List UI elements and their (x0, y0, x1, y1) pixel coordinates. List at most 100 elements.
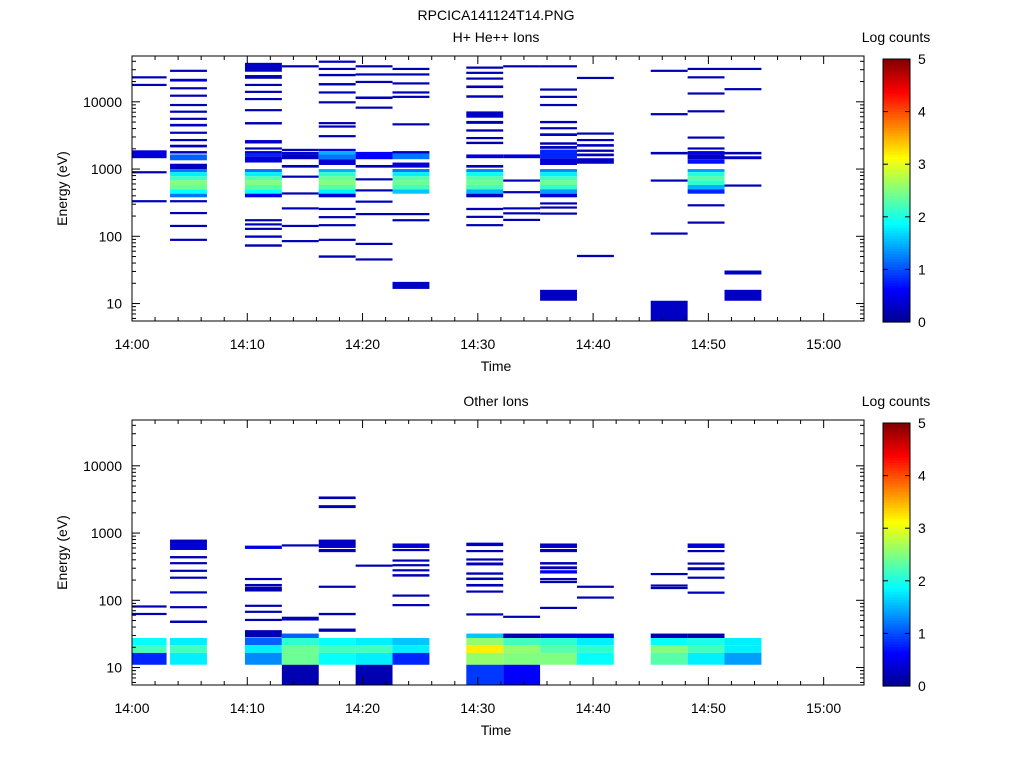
colorbar-segment (883, 496, 910, 500)
heatmap-cell (392, 153, 430, 160)
heatmap-cell (318, 154, 356, 160)
colorbar-segment (883, 148, 910, 152)
heatmap-cell (392, 180, 430, 185)
colorbar-segment (883, 98, 910, 102)
colorbar-segment (883, 601, 910, 606)
colorbar-segment (883, 201, 910, 205)
heatmap-cell (170, 169, 207, 173)
colorbar-segment (883, 451, 910, 456)
x-tick-label: 14:10 (230, 700, 265, 716)
colorbar-segment (883, 156, 910, 160)
colorbar-segment (883, 103, 910, 107)
colorbar-segment (883, 541, 910, 545)
heatmap-cell (170, 172, 207, 177)
colorbar-segment (883, 522, 910, 527)
colorbar-segment (883, 164, 910, 168)
y-axis-label: Energy (eV) (54, 151, 70, 226)
heatmap-cell (540, 88, 577, 91)
colorbar-segment (883, 59, 910, 63)
heatmap-cell (281, 207, 319, 210)
colorbar-segment (883, 499, 910, 503)
colorbar-tick-label: 1 (918, 261, 926, 277)
heatmap-cell (687, 147, 725, 150)
heatmap-cell (318, 184, 356, 190)
heatmap-cell (687, 176, 725, 181)
y-tick-label: 10000 (83, 94, 122, 110)
heatmap-cell (244, 147, 282, 150)
heatmap-cell (244, 223, 282, 226)
heatmap-cell (392, 73, 430, 76)
colorbar-segment (883, 253, 910, 257)
heatmap-cell (170, 144, 207, 148)
colorbar-segment (883, 483, 910, 487)
heatmap-cell (466, 215, 504, 218)
colorbar-segment (883, 261, 910, 265)
colorbar-segment (883, 132, 910, 136)
heatmap-cell (244, 172, 282, 177)
heatmap-cell (687, 633, 725, 638)
colorbar-segment (883, 179, 910, 184)
heatmap-cell (466, 120, 504, 124)
heatmap-cell (355, 242, 393, 246)
colorbar-segment (883, 457, 910, 461)
heatmap-cell (244, 169, 282, 173)
heatmap-cell (170, 69, 207, 72)
heatmap-cell (355, 645, 393, 653)
heatmap-cell (392, 184, 430, 190)
heatmap-cell (281, 633, 319, 638)
heatmap-cell (576, 633, 614, 638)
colorbar-segment (883, 459, 910, 464)
heatmap-cell (281, 148, 319, 152)
heatmap-cell (540, 638, 577, 646)
heatmap-cell (503, 652, 541, 665)
heatmap-cell (687, 76, 725, 79)
heatmap-cell (687, 645, 725, 653)
heatmap-cell (687, 151, 725, 155)
colorbar-segment (883, 285, 910, 289)
heatmap-cell (466, 645, 504, 653)
heatmap-cell (576, 138, 614, 142)
colorbar-segment (883, 586, 910, 590)
heatmap-cell (466, 590, 504, 593)
colorbar-segment (883, 562, 910, 566)
heatmap-cell (540, 95, 577, 98)
colorbar-segment (883, 591, 910, 595)
heatmap-cell (576, 585, 614, 588)
heatmap-cell (466, 638, 504, 646)
heatmap-cell (318, 216, 356, 219)
colorbar-segment (883, 622, 910, 627)
heatmap-cell (687, 543, 725, 548)
colorbar-segment (883, 436, 910, 440)
heatmap-cell (132, 638, 167, 646)
colorbar-segment (883, 546, 910, 550)
heatmap-cell (281, 652, 319, 665)
colorbar-segment (883, 111, 910, 115)
colorbar-segment (883, 114, 910, 118)
heatmap-cell (318, 496, 356, 500)
colorbar-segment (883, 551, 910, 556)
colorbar-segment (883, 630, 910, 634)
heatmap-cell (318, 612, 356, 616)
heatmap-cell (687, 184, 725, 190)
heatmap-cell (170, 131, 207, 134)
heatmap-cell (687, 204, 725, 207)
heatmap-cell (540, 548, 577, 553)
heatmap-cell (170, 110, 207, 113)
heatmap-cell (466, 652, 504, 665)
colorbar-segment (883, 85, 910, 89)
heatmap-cell (170, 189, 207, 194)
heatmap-cell (318, 638, 356, 646)
heatmap-cell (170, 539, 207, 544)
colorbar-segment (883, 203, 910, 207)
heatmap-cell (244, 227, 282, 230)
heatmap-cell (576, 638, 614, 646)
heatmap-cell (244, 153, 282, 157)
colorbar-tick-label: 1 (918, 625, 926, 641)
heatmap-cell (540, 562, 577, 565)
heatmap-cell (466, 71, 504, 74)
heatmap-cell (724, 638, 762, 646)
heatmap-cell (244, 586, 282, 592)
colorbar-segment (883, 130, 910, 134)
